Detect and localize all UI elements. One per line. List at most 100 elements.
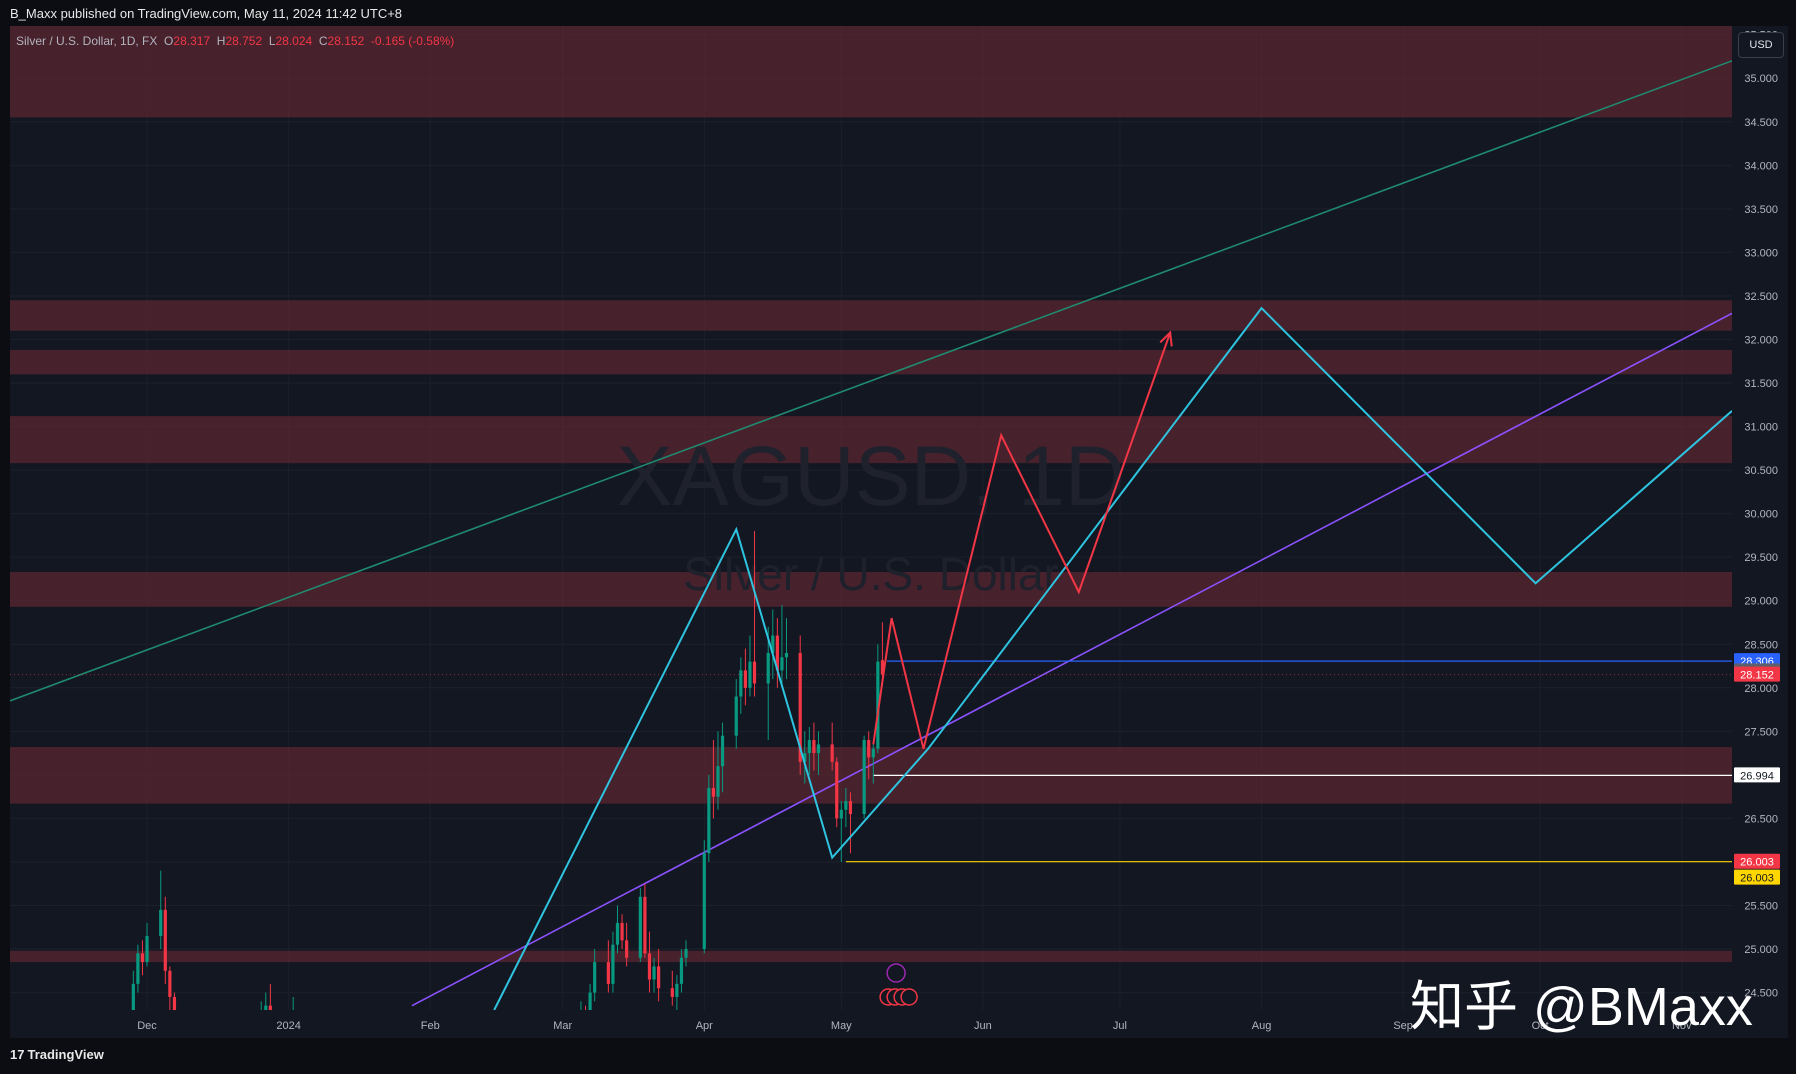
candle-body	[766, 652, 770, 684]
price-tick-label: 30.500	[1744, 465, 1778, 477]
candle-body	[611, 944, 615, 984]
candle-body	[652, 966, 656, 980]
cyan-zigzag-path	[493, 306, 1732, 1010]
candles	[131, 531, 885, 1010]
high-label: H	[216, 34, 226, 48]
candle-body	[867, 740, 871, 758]
candle-body	[775, 635, 779, 671]
price-tick-label: 25.000	[1744, 944, 1778, 956]
candle-body	[748, 661, 752, 688]
tradingview-logo-icon: 17	[10, 1047, 25, 1062]
red-path-arrowhead	[1159, 330, 1173, 347]
candle-body	[675, 983, 679, 997]
candle-body	[620, 922, 624, 941]
candle-body	[643, 896, 647, 954]
candle-body	[711, 787, 716, 797]
open-label: O	[164, 34, 174, 48]
resistance-zone	[10, 349, 1732, 375]
close-value: 28.152	[327, 34, 365, 48]
price-tick-label: 35.000	[1744, 73, 1778, 85]
red-path-path	[872, 332, 1172, 750]
time-tick-label: Aug	[1252, 1020, 1272, 1032]
price-label-text: 28.152	[1740, 670, 1774, 682]
candle-body	[780, 657, 784, 671]
candle-body	[862, 740, 866, 815]
price-label-box	[1734, 666, 1780, 682]
symbol-watermark-group: XAGUSD, 1D Silver / U.S. Dollar	[617, 429, 1126, 600]
candle-body	[647, 953, 652, 980]
candle-body	[784, 652, 789, 658]
candle-body	[657, 966, 661, 989]
close-label: C	[318, 34, 328, 48]
price-label-box	[1734, 853, 1780, 869]
candle-body	[163, 909, 167, 971]
time-tick-label: Oct	[1532, 1020, 1549, 1032]
candle-body	[593, 962, 597, 993]
candle-body	[615, 922, 620, 945]
price-tick-label: 29.000	[1744, 596, 1778, 608]
high-value: 28.752	[225, 34, 263, 48]
candle-body	[835, 761, 839, 819]
tradingview-logo[interactable]: 17 TradingView	[10, 1047, 104, 1062]
price-label-text: 26.003	[1740, 857, 1774, 869]
candle-body	[803, 753, 807, 762]
time-tick-label: Jun	[974, 1020, 992, 1032]
time-tick-label: Feb	[421, 1020, 440, 1032]
price-tick-label: 25.500	[1744, 901, 1778, 913]
resistance-zone	[10, 26, 1732, 118]
candle-body	[702, 853, 706, 950]
candle-body	[734, 696, 738, 736]
trendlines	[10, 60, 1732, 1007]
low-label: L	[268, 34, 276, 48]
price-tick-label: 30.000	[1744, 509, 1778, 521]
candle-body	[743, 670, 747, 688]
description-watermark: Silver / U.S. Dollar	[683, 548, 1059, 600]
price-tick-label: 32.000	[1744, 334, 1778, 346]
low-value: 28.024	[275, 34, 313, 48]
candle-body	[880, 660, 885, 675]
purple-support-line	[411, 312, 1732, 1007]
candle-body	[670, 988, 674, 997]
candle-body	[131, 983, 135, 1010]
event-icons[interactable]	[879, 963, 918, 1006]
price-tick-label: 24.500	[1744, 988, 1778, 1000]
candle-body	[844, 801, 848, 810]
price-label-box	[1734, 767, 1780, 783]
economic-event-icon	[900, 988, 918, 1006]
candle-body	[816, 744, 821, 754]
candle-body	[739, 670, 743, 697]
candle-body	[807, 740, 811, 754]
price-tick-label: 31.500	[1744, 378, 1778, 390]
projection-paths	[493, 306, 1732, 1010]
candle-body	[839, 809, 843, 819]
price-tick-label: 28.000	[1744, 683, 1778, 695]
candle-body	[720, 735, 725, 767]
resistance-zones	[10, 26, 1732, 963]
published-by-text: B_Maxx published on TradingView.com, May…	[10, 6, 403, 21]
symbol-watermark: XAGUSD, 1D	[617, 429, 1126, 523]
price-axis-background	[1732, 26, 1788, 1038]
candle-body	[268, 1005, 272, 1010]
price-tick-label: 29.500	[1744, 552, 1778, 564]
price-tick-label: 33.000	[1744, 247, 1778, 259]
candle-body	[588, 992, 592, 1010]
candle-body	[830, 744, 834, 762]
candle-body	[264, 1005, 268, 1010]
candle-body	[606, 962, 610, 984]
candle-body	[172, 996, 177, 1010]
candle-body	[679, 957, 684, 984]
price-tick-label: 34.000	[1744, 160, 1778, 172]
horizontal-levels	[10, 660, 1732, 863]
teal-channel-line	[10, 60, 1732, 702]
price-tick-label: 28.500	[1744, 639, 1778, 651]
candle-body	[159, 909, 163, 936]
currency-button[interactable]: USD	[1738, 32, 1784, 58]
resistance-zone	[10, 950, 1732, 963]
time-axis[interactable]: Dec 2024 Feb Mar Apr May Jun Jul Aug Sep Oct Nov	[137, 1020, 1692, 1032]
candle-body	[752, 661, 757, 684]
candle-body	[871, 748, 875, 758]
plot-background	[10, 26, 1732, 1038]
candle-body	[707, 787, 711, 854]
